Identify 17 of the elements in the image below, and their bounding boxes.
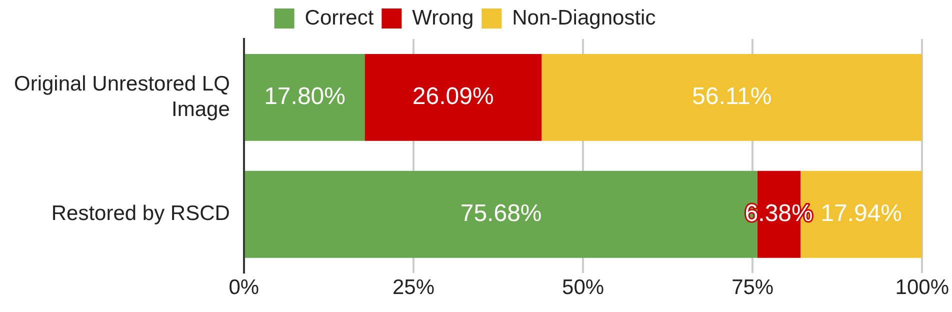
y-tick-label: Restored by RSCD xyxy=(51,202,230,226)
data-label: 75.68% xyxy=(460,200,542,227)
x-tick-label: 25% xyxy=(392,276,434,300)
legend-label: Non-Diagnostic xyxy=(512,6,656,30)
data-label: 17.80% xyxy=(264,83,346,110)
y-tick-label: Original Unrestored LQ Image xyxy=(14,72,230,121)
legend-label: Correct xyxy=(304,6,374,30)
x-tick-label: 75% xyxy=(732,276,774,300)
data-label: 56.11% xyxy=(692,83,772,110)
x-tick-label: 0% xyxy=(228,276,260,300)
bar xyxy=(364,54,542,141)
x-tick-label: 50% xyxy=(562,276,604,300)
legend-label: Wrong xyxy=(412,6,474,30)
bar xyxy=(542,54,922,141)
data-label: 26.09% xyxy=(412,83,494,110)
x-tick-label: 100% xyxy=(895,276,950,300)
data-label: 17.94% xyxy=(820,200,902,227)
